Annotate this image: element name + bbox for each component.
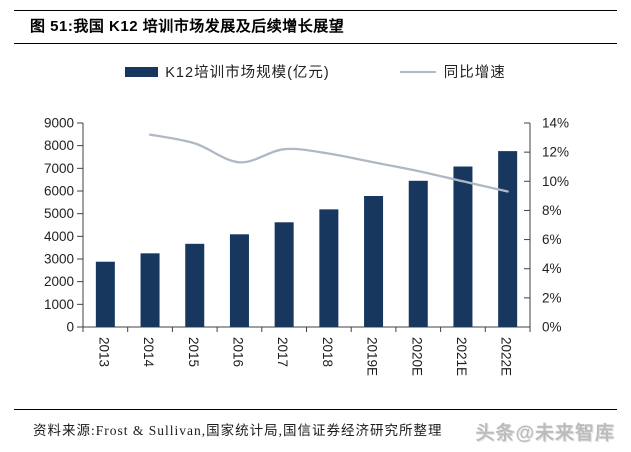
- bar-2015: [185, 243, 205, 327]
- legend-item-growth: 同比增速: [399, 61, 506, 82]
- svg-text:7000: 7000: [44, 161, 74, 176]
- svg-text:6%: 6%: [542, 232, 562, 247]
- svg-text:6000: 6000: [44, 184, 74, 199]
- svg-text:2017: 2017: [275, 337, 290, 367]
- bar-2020E: [408, 180, 428, 327]
- source-note: 资料来源:Frost & Sullivan,国家统计局,国信证券经济研究所整理: [33, 423, 443, 438]
- svg-text:2015: 2015: [186, 337, 201, 367]
- figure-footer: 资料来源:Frost & Sullivan,国家统计局,国信证券经济研究所整理 …: [14, 409, 617, 444]
- svg-text:0%: 0%: [542, 320, 562, 335]
- svg-text:0: 0: [66, 320, 74, 335]
- svg-text:1000: 1000: [44, 297, 74, 312]
- chart-legend: K12培训市场规模(亿元) 同比增速: [0, 61, 631, 82]
- svg-text:2016: 2016: [230, 337, 245, 367]
- svg-text:4000: 4000: [44, 229, 74, 244]
- svg-text:2%: 2%: [542, 290, 562, 305]
- figure-title-block: 图 51:我国 K12 培训市场发展及后续增长展望: [14, 10, 617, 44]
- svg-text:9000: 9000: [44, 116, 74, 131]
- svg-text:3000: 3000: [44, 252, 74, 267]
- bar-2016: [229, 234, 249, 327]
- svg-text:10%: 10%: [542, 174, 569, 189]
- figure-title: 图 51:我国 K12 培训市场发展及后续增长展望: [30, 18, 345, 35]
- bar-2017: [274, 222, 294, 327]
- legend-label-market-size: K12培训市场规模(亿元): [165, 65, 330, 81]
- bar-2014: [140, 253, 160, 327]
- bar-2021E: [453, 166, 473, 327]
- svg-text:2018: 2018: [320, 337, 335, 367]
- growth-line: [148, 133, 509, 193]
- svg-text:2021E: 2021E: [454, 337, 469, 376]
- svg-text:2020E: 2020E: [409, 337, 424, 376]
- bar-series: [95, 151, 518, 327]
- svg-text:2014: 2014: [141, 337, 156, 368]
- svg-text:14%: 14%: [542, 116, 569, 131]
- bar-2018: [319, 209, 339, 327]
- svg-text:2022E: 2022E: [499, 337, 514, 376]
- axis-tick-labels: 0 1000 2000 3000 4000 5000 6000 7000 8000 9000 0% 2…: [44, 116, 569, 335]
- combo-bar-line-chart: 0 1000 2000 3000 4000 5000 6000 7000 8000 9000 0% 2…: [44, 116, 569, 377]
- legend-label-growth: 同比增速: [443, 65, 506, 81]
- svg-text:4%: 4%: [542, 261, 562, 276]
- svg-text:12%: 12%: [542, 145, 569, 160]
- legend-item-market-size: K12培训市场规模(亿元): [125, 61, 329, 82]
- svg-text:2013: 2013: [96, 337, 111, 367]
- svg-text:8000: 8000: [44, 138, 74, 153]
- bar-2019E: [364, 195, 384, 327]
- svg-text:8%: 8%: [542, 203, 562, 218]
- bar-2022E: [498, 151, 518, 327]
- bar-2013: [95, 261, 115, 327]
- line-series-swatch: [399, 70, 436, 73]
- bar-series-swatch: [125, 66, 159, 77]
- svg-text:2000: 2000: [44, 274, 74, 289]
- svg-text:5000: 5000: [44, 206, 74, 221]
- x-axis-labels: 2013 2014 2015 2016 2017 2018 2019E 2020E 2021E 2…: [96, 337, 513, 376]
- svg-text:2019E: 2019E: [365, 337, 380, 376]
